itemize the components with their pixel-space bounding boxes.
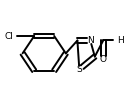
Text: S: S [76,65,82,74]
Text: N: N [87,36,94,45]
Text: O: O [100,55,107,64]
Text: Cl: Cl [4,31,13,40]
Text: H: H [117,36,123,45]
